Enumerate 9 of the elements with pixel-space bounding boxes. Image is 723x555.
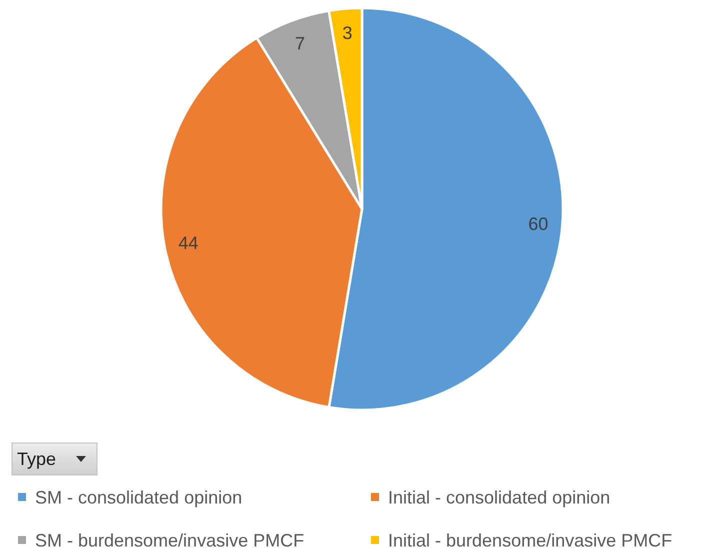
data-label: 60 [528, 214, 548, 234]
legend-label: Initial - consolidated opinion [388, 487, 610, 508]
legend-label: SM - burdensome/invasive PMCF [35, 530, 304, 550]
legend-label: SM - consolidated opinion [35, 487, 242, 508]
legend-title: Type [17, 449, 56, 469]
data-label: 7 [294, 34, 305, 54]
legend-label: Initial - burdensome/invasive PMCF [388, 530, 672, 550]
data-label: 44 [178, 233, 198, 254]
data-label: 3 [342, 23, 352, 44]
